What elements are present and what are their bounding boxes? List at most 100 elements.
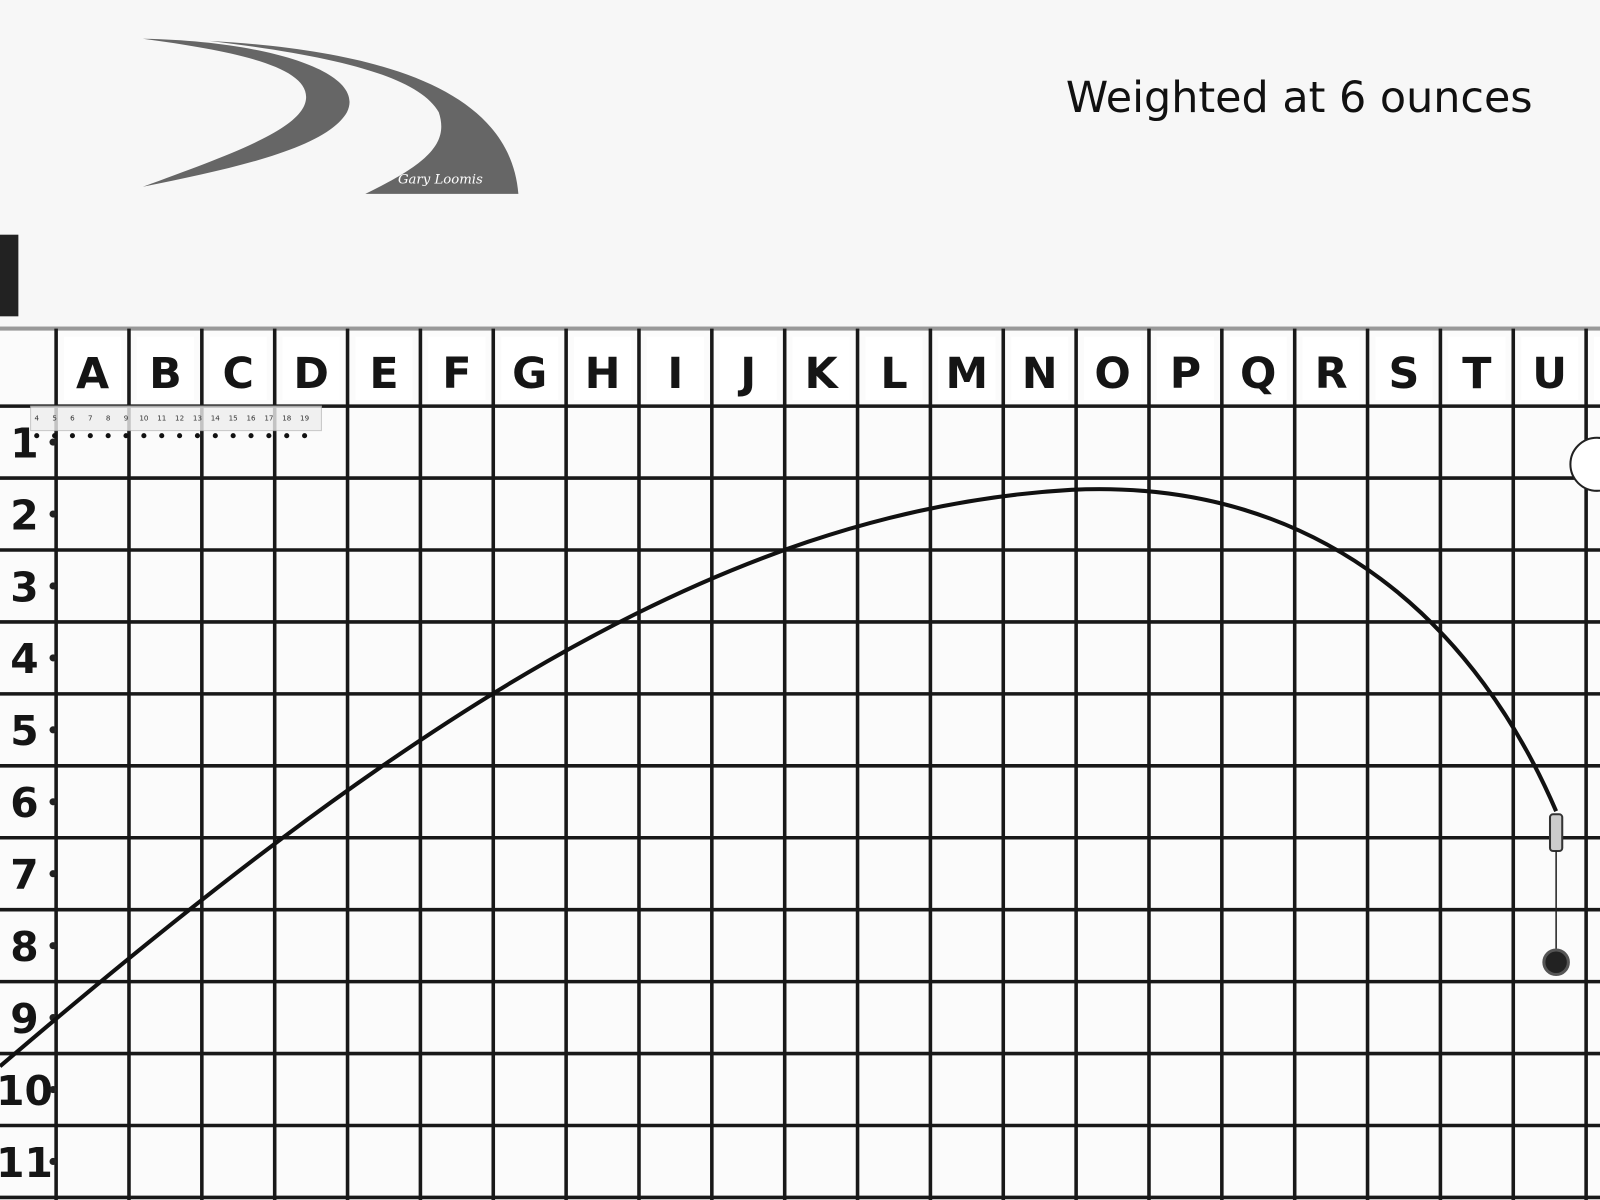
- grid-board: [0, 326, 1600, 1200]
- emblem: [1569, 436, 1600, 492]
- ruler-number: 18: [282, 413, 292, 422]
- column-label-bg: [1229, 336, 1287, 400]
- ruler-number: 4: [34, 413, 39, 422]
- wall-bracket: [0, 234, 19, 317]
- column-label: I: [667, 349, 683, 399]
- rod-curve: [0, 487, 1558, 1068]
- ruler-number: 9: [124, 413, 129, 422]
- column-label: N: [1022, 349, 1058, 399]
- ruler-dot: [159, 433, 165, 439]
- ruler-dot: [284, 433, 290, 439]
- ruler-dot: [248, 433, 254, 439]
- column-label-bg: [501, 336, 559, 400]
- column-label-bg: [282, 336, 340, 400]
- labels: ABCDEFGHIJKLMNOPQRSTUV1234567891011: [0, 336, 1600, 1187]
- row-label: 7: [10, 851, 38, 899]
- column-label-bg: [719, 336, 777, 400]
- column-label-bg: [646, 336, 704, 400]
- ruler-number: 17: [264, 413, 273, 422]
- logo-signature: Gary Loomis: [398, 173, 483, 188]
- logo-swoosh: [142, 38, 350, 187]
- column-label: E: [369, 349, 398, 399]
- caption: Weighted at 6 ounces: [1066, 73, 1533, 123]
- column-label-bg: [1011, 336, 1069, 400]
- column-label-bg: [792, 336, 850, 400]
- column-label: S: [1389, 349, 1420, 399]
- column-label-bg: [1375, 336, 1433, 400]
- ruler-number: 10: [139, 413, 149, 422]
- ruler-dot: [302, 433, 308, 439]
- weight: [1542, 948, 1570, 977]
- ruler-dot: [87, 433, 93, 439]
- ruler-dot: [177, 433, 183, 439]
- column-label-bg: [1593, 336, 1600, 400]
- ruler-dot: [105, 433, 111, 439]
- column-label: F: [442, 349, 471, 399]
- ruler-strip: [30, 405, 322, 432]
- ruler-dot: [230, 433, 236, 439]
- column-label: T: [1462, 349, 1491, 399]
- rod-tip: [1548, 813, 1564, 853]
- ruler-dot: [194, 433, 200, 439]
- column-label-bg: [865, 336, 923, 400]
- column-label-bg: [938, 336, 996, 400]
- column-label: O: [1094, 349, 1130, 399]
- column-label: R: [1315, 349, 1348, 399]
- row-label: 8: [10, 923, 38, 971]
- ruler-number: 13: [193, 413, 202, 422]
- row-label: 4: [10, 635, 38, 683]
- ruler-number: 6: [70, 413, 75, 422]
- row-label: 6: [10, 779, 38, 827]
- ruler-number: 19: [300, 413, 310, 422]
- column-label: U: [1532, 349, 1567, 399]
- column-label: L: [880, 349, 907, 399]
- column-label: K: [805, 349, 840, 399]
- column-label-bg: [355, 336, 413, 400]
- row-peg: [49, 870, 57, 878]
- ruler-number: 11: [157, 413, 166, 422]
- column-label: B: [149, 349, 182, 399]
- column-label: G: [512, 349, 547, 399]
- ruler-dot: [123, 433, 129, 439]
- row-peg: [49, 726, 57, 734]
- column-label-bg: [209, 336, 267, 400]
- row-label: 2: [10, 491, 38, 539]
- column-label-bg: [1302, 336, 1360, 400]
- row-peg: [49, 438, 57, 446]
- column-label-bg: [1448, 336, 1506, 400]
- column-label: D: [293, 349, 329, 399]
- ruler-dot: [69, 433, 75, 439]
- column-label-bg: [1521, 336, 1579, 400]
- ruler-number: 12: [175, 413, 184, 422]
- row-peg: [49, 798, 57, 806]
- row-peg: [49, 942, 57, 950]
- ruler-number: 14: [211, 413, 221, 422]
- row-label: 10: [0, 1067, 53, 1115]
- ruler-number: 8: [106, 413, 111, 422]
- column-label: P: [1170, 349, 1201, 399]
- column-label: J: [737, 349, 756, 399]
- row-label: 3: [10, 563, 38, 611]
- column-label: Q: [1240, 349, 1276, 399]
- ruler-dot: [212, 433, 218, 439]
- row-peg: [49, 654, 57, 662]
- ruler: 4 5 6 7 8 9 10 11 12 13 14 15 16 17 18 19: [34, 413, 310, 439]
- row-peg: [49, 510, 57, 518]
- column-label-bg: [1156, 336, 1214, 400]
- row-peg: [49, 1157, 57, 1166]
- logo-swoosh: [209, 40, 519, 194]
- ruler-number: 16: [246, 413, 256, 422]
- ruler-dot: [52, 433, 58, 439]
- ruler-number: 7: [88, 413, 93, 422]
- row-label: 11: [0, 1139, 53, 1187]
- board-edge: [0, 326, 1600, 331]
- column-label: M: [946, 349, 989, 399]
- row-peg: [49, 582, 57, 590]
- column-label-bg: [428, 336, 486, 400]
- ruler-dot: [266, 433, 272, 439]
- column-label-bg: [63, 336, 122, 400]
- column-label: H: [585, 349, 621, 399]
- ruler-dot: [34, 433, 40, 439]
- column-label: C: [223, 349, 254, 399]
